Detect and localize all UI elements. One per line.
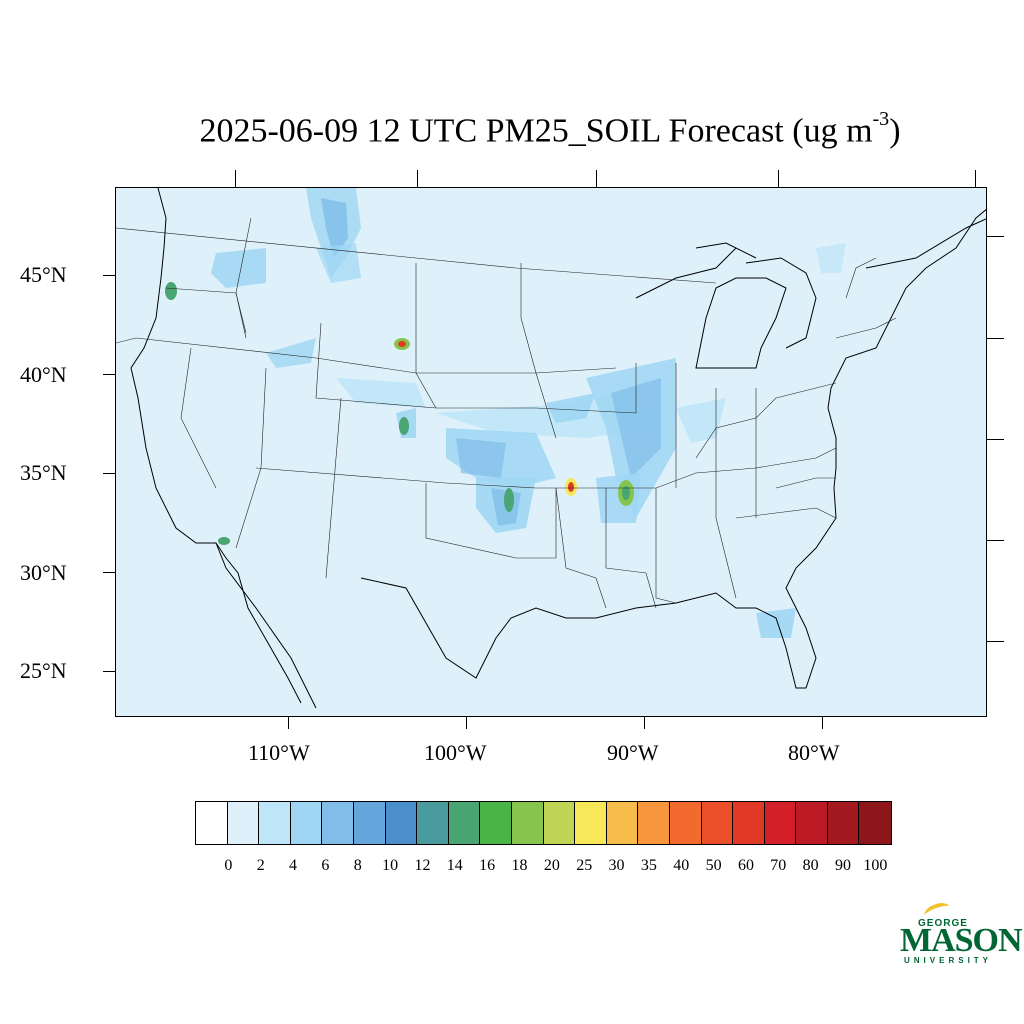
colorbar-swatch	[701, 802, 734, 844]
colorbar-label: 12	[414, 857, 431, 874]
title-superscript: -3	[872, 108, 890, 130]
lat-label-30: 30°N	[20, 560, 67, 585]
colorbar-label: 0	[224, 857, 233, 874]
colorbar-label: 70	[770, 857, 787, 874]
colorbar-swatch	[353, 802, 386, 844]
colorbar-label: 35	[640, 857, 657, 874]
tick-bottom	[466, 717, 467, 729]
colorbar-swatch	[669, 802, 702, 844]
lat-label-40: 40°N	[20, 362, 67, 387]
colorbar-swatch	[290, 802, 323, 844]
tick-left	[103, 374, 115, 375]
colorbar-swatch	[543, 802, 576, 844]
logo-mason: MASON	[900, 922, 1023, 959]
colorbar-swatch	[196, 802, 228, 844]
colorbar-swatch	[575, 802, 607, 844]
map-svg	[116, 188, 986, 709]
lon-label-110w: 110°W	[248, 740, 310, 765]
tick-top	[778, 170, 779, 187]
tick-right	[987, 338, 1004, 339]
colorbar-swatch	[796, 802, 828, 844]
colorbar-label: 10	[382, 857, 399, 874]
colorbar-label: 4	[289, 857, 298, 874]
lon-label-100w: 100°W	[424, 740, 487, 765]
colorbar-label: 60	[737, 857, 754, 874]
tick-bottom	[288, 717, 289, 729]
title-text: 2025-06-09 12 UTC PM25_SOIL Forecast (ug…	[199, 112, 873, 150]
colorbar-label: 18	[511, 857, 528, 874]
colorbar-label: 8	[353, 857, 362, 874]
hotspots	[165, 282, 634, 545]
colorbar-swatch	[606, 802, 639, 844]
tick-right	[987, 439, 1004, 440]
colorbar-swatch	[859, 802, 892, 844]
colorbar-label: 14	[446, 857, 463, 874]
tick-right	[987, 236, 1004, 237]
colorbar-label: 50	[705, 857, 722, 874]
colorbar-swatch	[259, 802, 291, 844]
colorbar-swatch	[480, 802, 512, 844]
logo-university: UNIVERSITY	[904, 956, 993, 965]
colorbar-label: 20	[543, 857, 560, 874]
lat-label-45: 45°N	[20, 262, 67, 287]
tick-right	[987, 641, 1004, 642]
lat-label-35: 35°N	[20, 460, 67, 485]
tick-left	[103, 671, 115, 672]
colorbar-swatch	[385, 802, 418, 844]
coastlines	[130, 188, 986, 709]
tick-left	[103, 473, 115, 474]
tick-bottom	[822, 717, 823, 729]
tick-bottom	[644, 717, 645, 729]
colorbar-label: 80	[802, 857, 819, 874]
state-borders	[116, 217, 897, 609]
lon-label-90w: 90°W	[607, 740, 659, 765]
colorbar-label: 40	[673, 857, 690, 874]
lon-label-80w: 80°W	[788, 740, 840, 765]
colorbar	[195, 801, 893, 845]
tick-top	[975, 170, 976, 187]
colorbar-label: 6	[321, 857, 330, 874]
colorbar-swatch	[827, 802, 860, 844]
colorbar-label: 25	[576, 857, 593, 874]
colorbar-swatch	[511, 802, 544, 844]
colorbar-swatch	[417, 802, 449, 844]
tick-top	[235, 170, 236, 187]
gmu-logo: GEORGE MASON UNIVERSITY	[898, 899, 1023, 970]
tick-left	[103, 572, 115, 573]
tick-top	[417, 170, 418, 187]
colorbar-swatch	[764, 802, 797, 844]
colorbar-swatch	[448, 802, 481, 844]
map-panel	[115, 187, 987, 717]
colorbar-swatch	[638, 802, 670, 844]
colorbar-swatch	[733, 802, 765, 844]
colorbar-label: 30	[608, 857, 625, 874]
map-title: 2025-06-09 12 UTC PM25_SOIL Forecast (ug…	[0, 108, 1024, 150]
colorbar-label: 16	[479, 857, 496, 874]
colorbar-swatch	[322, 802, 354, 844]
colorbar-swatch	[227, 802, 260, 844]
colorbar-label: 2	[256, 857, 265, 874]
tick-left	[103, 275, 115, 276]
lat-label-25: 25°N	[20, 658, 67, 683]
title-close: )	[889, 112, 901, 150]
logo-george: GEORGE	[918, 918, 968, 929]
colorbar-label: 90	[835, 857, 851, 874]
colorbar-label: 100	[863, 857, 888, 874]
tick-top	[596, 170, 597, 187]
tick-right	[987, 540, 1004, 541]
